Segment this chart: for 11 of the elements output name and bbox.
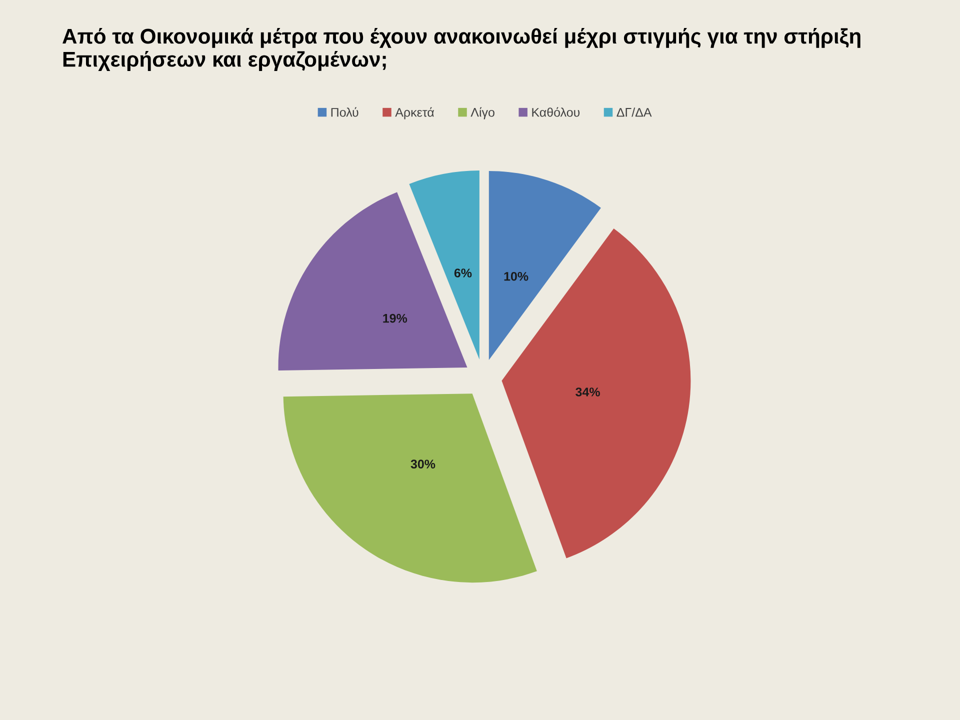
legend-label: Καθόλου <box>532 107 580 117</box>
data-label: 19% <box>383 314 408 323</box>
legend-label: Αρκετά <box>395 107 434 120</box>
data-label: 30% <box>410 460 436 469</box>
legend-label: Πολύ <box>331 107 358 117</box>
data-label: 34% <box>576 388 600 396</box>
legend-label: Λίγο <box>470 107 494 120</box>
legend-label: ΔΓ/ΔΑ <box>616 108 652 117</box>
data-label: 10% <box>504 272 528 281</box>
data-label: 6% <box>454 268 472 278</box>
chart-title: Από τα Οικονομικά μέτρα που έχουν ανακοινωθεί μέχρι στιγμής για την στήριξη Επιχειρήσεων και εργαζομένων; <box>62 28 860 71</box>
